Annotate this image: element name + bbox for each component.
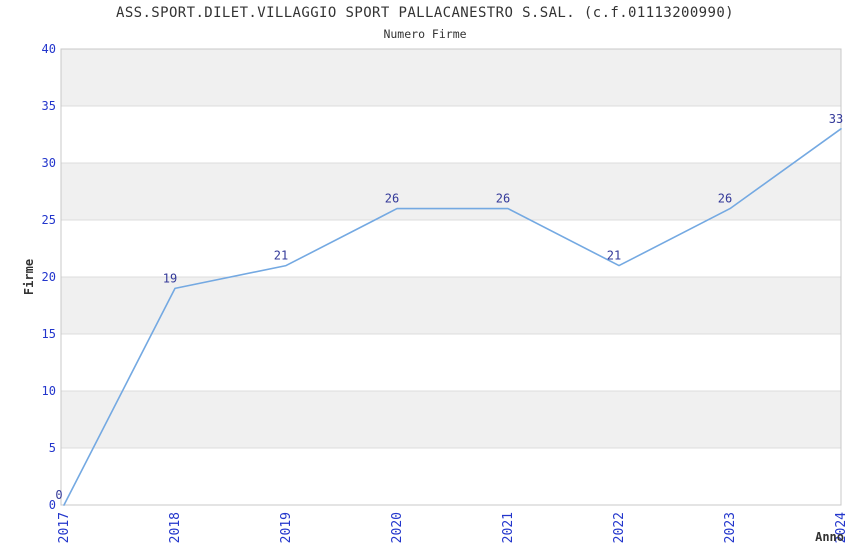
plot-border bbox=[60, 48, 842, 506]
y-tick-label: 5 bbox=[49, 441, 56, 455]
x-tick-label: 2022 bbox=[612, 512, 627, 543]
chart-title: ASS.SPORT.DILET.VILLAGGIO SPORT PALLACAN… bbox=[115, 5, 734, 21]
y-tick-label: 30 bbox=[42, 156, 56, 170]
plot-band bbox=[61, 49, 841, 106]
chart-subtitle: Numero Firme bbox=[383, 27, 467, 41]
x-tick-label: 2017 bbox=[57, 512, 72, 543]
y-tick-label: 15 bbox=[42, 327, 56, 341]
data-line bbox=[63, 128, 842, 506]
x-axis-title: Anno bbox=[815, 530, 844, 544]
y-tick-label: 10 bbox=[42, 384, 56, 398]
x-tick-label: 2021 bbox=[501, 512, 516, 543]
x-tick-label: 2020 bbox=[390, 512, 405, 543]
data-point-label: 21 bbox=[274, 249, 288, 263]
plot-band bbox=[61, 220, 841, 277]
x-tick-label: 2024 bbox=[834, 512, 849, 543]
y-tick-label: 0 bbox=[49, 498, 56, 512]
data-point-label: 21 bbox=[607, 249, 621, 263]
plot-band bbox=[61, 334, 841, 391]
data-point-label: 26 bbox=[385, 192, 399, 206]
y-tick-label: 35 bbox=[42, 99, 56, 113]
plot-band bbox=[61, 106, 841, 163]
data-point-label: 33 bbox=[829, 112, 843, 126]
y-tick-label: 25 bbox=[42, 213, 56, 227]
data-point-label: 26 bbox=[496, 192, 510, 206]
plot-band bbox=[61, 448, 841, 505]
data-point-label: 19 bbox=[163, 271, 177, 285]
x-tick-label: 2018 bbox=[168, 512, 183, 543]
plot-band bbox=[61, 391, 841, 448]
y-tick-label: 20 bbox=[42, 270, 56, 284]
y-axis-title: Firme bbox=[22, 258, 36, 296]
data-point-label: 0 bbox=[55, 488, 62, 502]
plot-band bbox=[61, 277, 841, 334]
data-point-label: 26 bbox=[718, 192, 732, 206]
plot-band bbox=[61, 163, 841, 220]
x-tick-label: 2023 bbox=[723, 512, 738, 543]
y-tick-label: 40 bbox=[42, 42, 56, 56]
x-tick-label: 2019 bbox=[279, 512, 294, 543]
